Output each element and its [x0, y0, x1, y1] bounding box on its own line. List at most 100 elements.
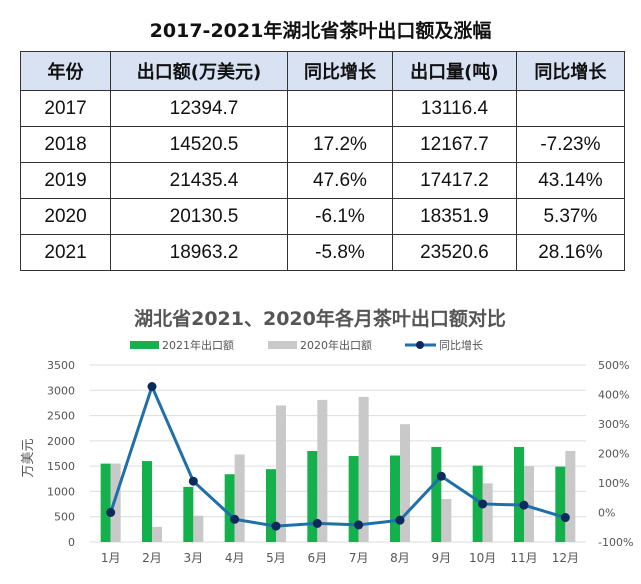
legend-marker-growth: [416, 341, 424, 349]
monthly-export-chart: 湖北省2021、2020年各月茶叶出口额对比 0 500 1000 1500 2000 25…: [21, 307, 633, 565]
table-cell: 43.14%: [515, 162, 626, 199]
table-cell: 21435.4: [110, 162, 289, 199]
bar-2021: [390, 455, 400, 542]
y2-tick-label: 300%: [598, 418, 629, 431]
bar-2021: [100, 463, 111, 542]
table-cell: 12167.7: [391, 126, 517, 163]
table-cell: 17417.2: [391, 162, 517, 199]
table-cell: 12394.7: [110, 90, 289, 127]
column-header: 同比增长: [515, 51, 626, 91]
legend-swatch-2020: [268, 341, 297, 349]
x-tick-label: 5月: [266, 551, 286, 565]
x-tick-label: 3月: [184, 551, 204, 565]
table-cell: -7.23%: [515, 126, 626, 163]
bar-2021: [266, 469, 276, 542]
bar-2020: [317, 399, 328, 542]
growth-point: [354, 520, 364, 530]
growth-point: [395, 515, 405, 525]
bar-2020: [152, 526, 162, 542]
table-row: 2021 18963.2 -5.8% 23520.6 28.16%: [19, 234, 626, 271]
growth-point: [560, 513, 570, 523]
bar-2021: [183, 486, 194, 542]
x-tick-label: 8月: [390, 551, 410, 565]
legend-swatch-2021: [130, 341, 159, 349]
y2-tick-label: 400%: [598, 389, 629, 402]
bar-2020: [565, 450, 576, 542]
x-tick-label: 2月: [142, 551, 162, 565]
x-tick-label: 6月: [308, 551, 328, 565]
table-row: 2017 12394.7 13116.4: [19, 90, 626, 127]
table-cell: 14520.5: [110, 126, 289, 163]
bar-2020: [193, 515, 204, 542]
column-header: 同比增长: [287, 51, 393, 91]
table-cell: 18351.9: [391, 198, 517, 235]
growth-point: [519, 500, 529, 510]
table-cell: 47.6%: [287, 162, 393, 199]
growth-point: [106, 508, 116, 517]
y2-tick-label: 200%: [598, 448, 629, 461]
y2-tick-label: -100%: [598, 536, 633, 549]
table-cell: 23520.6: [391, 234, 517, 271]
bar-2021: [555, 466, 566, 542]
growth-line: [109, 382, 566, 528]
bar-2021: [472, 465, 483, 542]
y-tick-label: 1000: [47, 485, 75, 498]
table-cell: [287, 90, 393, 127]
y-tick-label: 2500: [47, 410, 75, 423]
y-axis-label: 万美元: [21, 438, 36, 477]
table-cell: 2019: [19, 162, 112, 199]
x-tick-label: 4月: [225, 551, 245, 565]
table-title: 2017-2021年湖北省茶叶出口额及涨幅: [149, 20, 492, 42]
export-table: 年份 出口额(万美元) 同比增长 出口量(吨) 同比增长 2017 12394.7 1311…: [19, 51, 626, 271]
bar-2020: [524, 466, 534, 542]
growth-point: [436, 471, 446, 481]
x-tick-label: 7月: [349, 551, 369, 565]
legend-label: 同比增长: [439, 338, 483, 352]
table-row: 2020 20130.5 -6.1% 18351.9 5.37%: [19, 198, 626, 235]
y-tick-label: 1500: [47, 460, 75, 473]
x-tick-label: 10月: [469, 551, 496, 565]
table-cell: -6.1%: [287, 198, 393, 235]
bar-2021: [142, 461, 152, 542]
y-tick-label: 3000: [47, 384, 75, 397]
table-header-row: 年份 出口额(万美元) 同比增长 出口量(吨) 同比增长: [19, 51, 626, 91]
legend-label: 2020年出口额: [300, 338, 372, 352]
growth-point: [312, 518, 322, 528]
chart-title: 湖北省2021、2020年各月茶叶出口额对比: [134, 307, 506, 330]
x-tick-label: 12月: [552, 551, 579, 565]
y2-tick-label: 500%: [598, 359, 629, 372]
table-cell: 17.2%: [287, 126, 393, 163]
growth-point: [147, 382, 157, 392]
bar-2020: [441, 499, 452, 542]
bar-2021: [224, 474, 235, 542]
table-row: 2019 21435.4 47.6% 17417.2 43.14%: [19, 162, 626, 199]
bar-2021: [348, 456, 359, 542]
x-tick-label: 9月: [432, 551, 452, 565]
table-cell: 5.37%: [515, 198, 626, 235]
column-header: 年份: [19, 51, 112, 91]
table-cell: 2020: [19, 198, 112, 235]
bar-2020: [110, 463, 121, 542]
bar-2020: [234, 454, 245, 542]
table-cell: 13116.4: [391, 90, 517, 127]
bar-2021: [431, 446, 442, 542]
y-tick-label: 3500: [47, 359, 75, 372]
table-cell: 2018: [19, 126, 112, 163]
table-cell: [515, 90, 626, 127]
legend-label: 2021年出口额: [162, 338, 234, 352]
bar-2021: [307, 450, 318, 542]
table-cell: 18963.2: [110, 234, 289, 271]
table-cell: -5.8%: [287, 234, 393, 271]
growth-point: [478, 499, 488, 509]
table-cell: 20130.5: [110, 198, 289, 235]
table-cell: 2017: [19, 90, 112, 127]
y2-tick-label: 0%: [598, 507, 615, 520]
y-tick-label: 500: [54, 511, 75, 524]
column-header: 出口额(万美元): [110, 51, 289, 91]
table-cell: 2021: [19, 234, 112, 271]
y-tick-label: 2000: [47, 435, 75, 448]
y-tick-label: 0: [68, 536, 75, 549]
y2-tick-label: 100%: [598, 477, 629, 490]
bar-2020: [358, 396, 369, 542]
x-tick-label: 11月: [510, 551, 537, 565]
